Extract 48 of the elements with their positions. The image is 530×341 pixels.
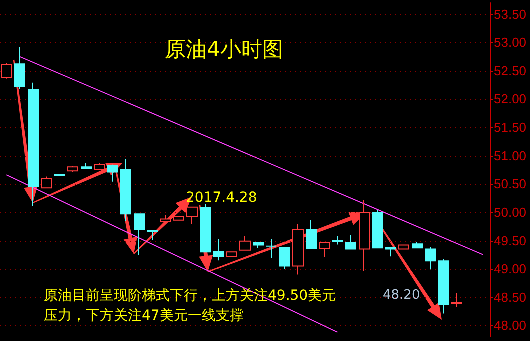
candlestick [67,166,78,173]
candlestick [239,236,251,251]
candlestick [94,162,105,170]
y-tick-label: 51.50 [494,120,527,136]
candlestick [160,214,171,224]
candlestick [120,158,131,222]
candlestick [173,216,184,221]
candlestick [213,238,224,262]
candlestick [438,258,449,314]
annotation: 2017.4.28 [186,190,258,206]
annotation: 压力，下方关注47美元一线支撑 [44,308,244,324]
candlestick [41,176,52,189]
y-tick-label: 52.50 [494,63,527,78]
candlestick [372,210,383,249]
candlestick [292,224,304,276]
candlestick [81,162,92,170]
y-tick-label: 49.00 [494,262,527,277]
candlestick [253,242,264,249]
y-tick-label: 53.50 [494,6,527,22]
y-tick-label: 53.00 [494,35,527,50]
candlestick [345,234,356,250]
candlestick [279,247,290,270]
candlestick [412,242,423,249]
candlestick [14,46,25,90]
candlestick [226,252,237,258]
y-tick-label: 48.50 [494,290,527,305]
candlestick [451,292,462,308]
text: 原油4小时图 [165,38,284,62]
candlestick [147,230,158,241]
y-tick-label: 50.00 [494,204,527,220]
candlestick [332,236,343,246]
candlestick [186,206,198,225]
y-tick-label: 52.00 [494,92,527,107]
candlestick [425,247,436,270]
candlestick [28,82,39,207]
y-tick-label: 49.50 [494,233,527,248]
candlestick [134,214,145,256]
candlestick [306,220,317,250]
candlestick [107,164,118,182]
candlestick [359,200,370,272]
y-tick-label: 50.50 [494,176,527,192]
annotation: 48.20 [383,288,420,303]
candlestick [266,238,277,259]
y-tick-label: 51.00 [494,148,527,164]
y-tick-label: 48.00 [494,318,527,334]
candlestick [385,247,396,258]
candlestick [398,244,409,250]
candlestick [319,242,330,258]
